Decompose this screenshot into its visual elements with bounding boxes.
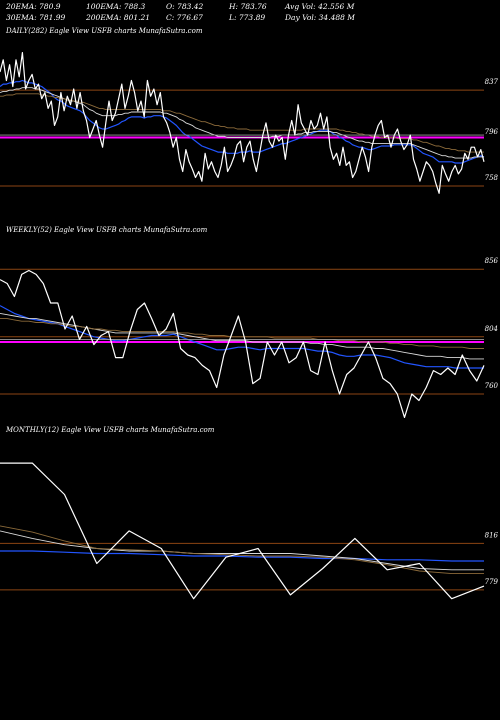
monthly-y-tick-779: 779 <box>485 578 499 586</box>
daily-y-tick-837: 837 <box>485 78 499 86</box>
daily-y-tick-758: 758 <box>485 174 499 182</box>
monthly-y-tick-816: 816 <box>485 531 499 539</box>
weekly-ema-brown-line <box>0 318 484 349</box>
high-label: H: 783.76 <box>229 2 267 11</box>
weekly-ema-blue-line <box>0 305 484 369</box>
weekly-y-tick-856: 856 <box>485 257 499 265</box>
monthly-ema-blue-line <box>0 550 484 562</box>
daily-ema-light-line <box>0 87 484 159</box>
ema200-label: 200EMA: 801.21 <box>86 13 151 22</box>
weekly-price-line <box>0 269 485 418</box>
low-label: L: 773.89 <box>229 13 266 22</box>
ema100-label: 100EMA: 788.3 <box>86 2 146 11</box>
daily-price-line <box>0 51 485 194</box>
weekly-y-tick-804: 804 <box>485 325 498 333</box>
monthly-ema-light-line <box>0 530 484 571</box>
open-label: O: 783.42 <box>166 2 204 11</box>
monthly-chart-title: MONTHLY(12) Eagle View USFB charts Munaf… <box>6 426 215 434</box>
ema20-label: 20EMA: 780.9 <box>6 2 61 11</box>
monthly-price-line <box>0 462 485 600</box>
day-vol-label: Day Vol: 34.488 M <box>285 13 355 22</box>
ema30-label: 30EMA: 781.99 <box>6 13 66 22</box>
weekly-chart-title: WEEKLY(52) Eagle View USFB charts Munafa… <box>6 226 208 234</box>
monthly-ema-brown-line <box>0 525 484 575</box>
weekly-ema-light-line <box>0 312 484 360</box>
daily-chart-title: DAILY(282) Eagle View USFB charts Munafa… <box>6 27 203 35</box>
daily-y-tick-796: 796 <box>485 128 499 136</box>
daily-ema-brown-line <box>0 93 484 153</box>
weekly-y-tick-760: 760 <box>485 382 499 390</box>
close-label: C: 776.67 <box>166 13 203 22</box>
avg-vol-label: Avg Vol: 42.556 M <box>285 2 355 11</box>
